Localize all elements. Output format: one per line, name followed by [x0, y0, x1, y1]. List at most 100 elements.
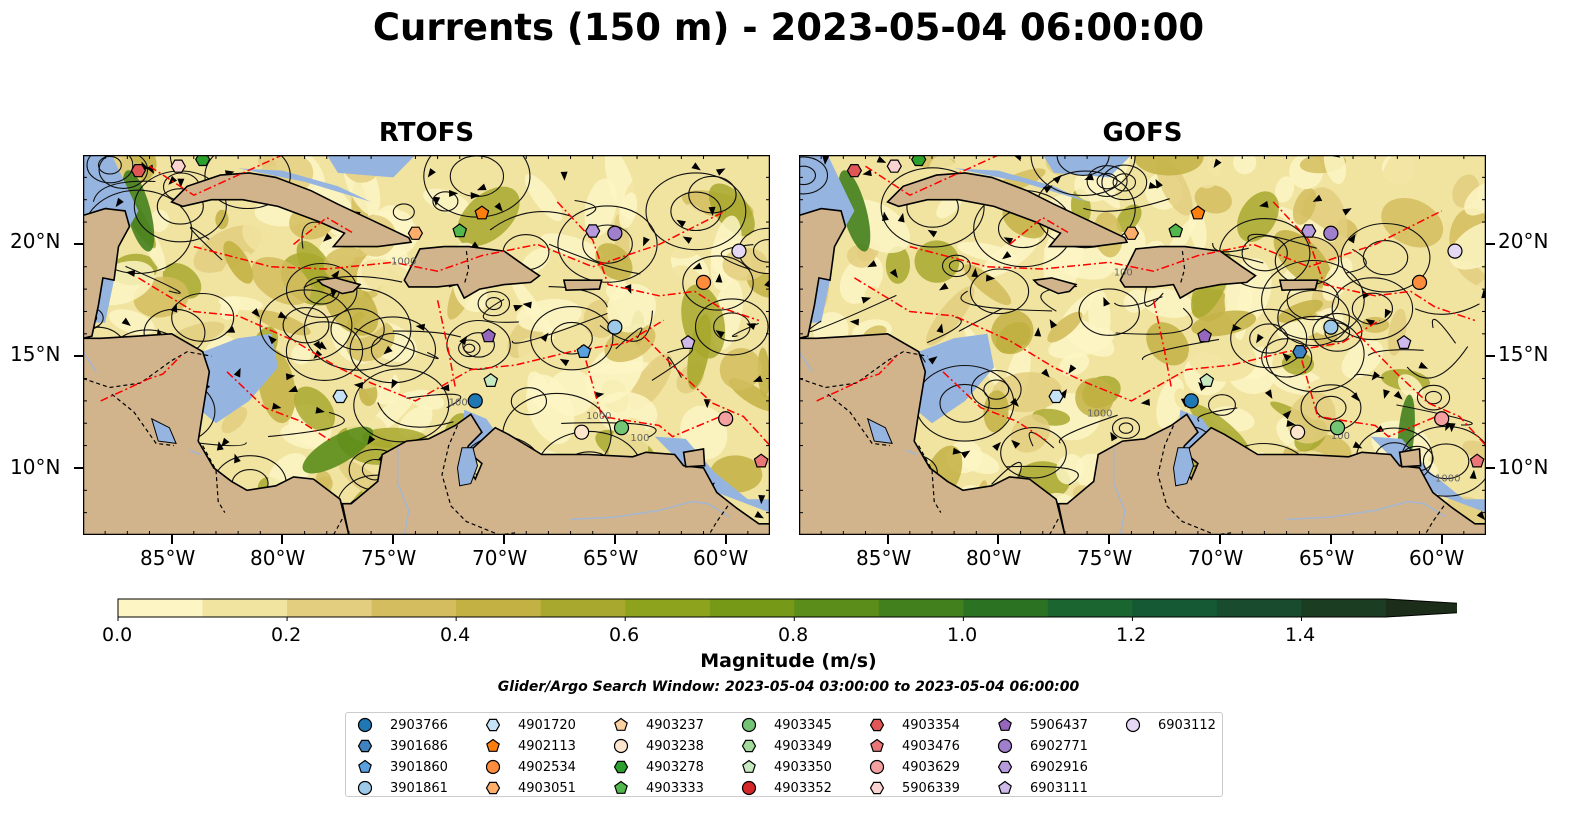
- eez-boundary-1: [193, 210, 727, 272]
- map-frame: [799, 155, 1486, 535]
- rtofs-map[interactable]: 1000 100 100 1000: [83, 155, 770, 535]
- land-central: [83, 332, 350, 535]
- lake-1: [150, 417, 177, 445]
- legend-label: 5906437: [1030, 717, 1088, 733]
- legend-marker-hexagon-icon: [485, 781, 501, 795]
- float-4903333[interactable]: [1168, 223, 1184, 238]
- lat-label-20n-right: 20°N: [1498, 229, 1549, 253]
- legend-label: 4903051: [518, 780, 576, 796]
- float-4903278[interactable]: [911, 155, 927, 167]
- float-3901860[interactable]: [576, 343, 592, 358]
- lon-tick-mark: [613, 535, 616, 544]
- float-4903350[interactable]: [1199, 373, 1215, 387]
- legend-marker-circle-icon: [485, 759, 501, 775]
- float-4903238[interactable]: [1290, 424, 1306, 440]
- float-4903354[interactable]: [846, 164, 863, 178]
- lon-label-80w-rtofs: 80°W: [250, 546, 306, 570]
- float-4903345[interactable]: [613, 420, 630, 436]
- country-border-2: [918, 445, 942, 513]
- float-5906437[interactable]: [1197, 328, 1212, 343]
- float-4903345[interactable]: [1329, 420, 1346, 436]
- float-6902916[interactable]: [585, 224, 601, 238]
- float-4903051[interactable]: [407, 226, 424, 240]
- land-mexico: [83, 155, 131, 340]
- colorbar-segment: [963, 599, 1049, 617]
- float-6903112[interactable]: [731, 243, 747, 259]
- legend-item: 4903350: [740, 758, 832, 776]
- float-3901686[interactable]: [1292, 345, 1308, 359]
- legend-item: 4903345: [740, 716, 832, 734]
- lon-label-60w-rtofs: 60°W: [693, 546, 749, 570]
- legend-label: 2903766: [390, 717, 448, 733]
- float-3901861[interactable]: [607, 319, 623, 335]
- lat-tick-mark: [74, 355, 83, 358]
- eez-boundary-0: [865, 155, 1088, 197]
- float-4903354[interactable]: [130, 164, 147, 178]
- float-3901861[interactable]: [1323, 319, 1339, 335]
- float-4903476[interactable]: [753, 453, 769, 468]
- lon-label-70w-gofs: 70°W: [1188, 546, 1244, 570]
- float-4902534[interactable]: [1411, 274, 1428, 291]
- eez-boundary-3: [226, 371, 332, 442]
- float-5906339[interactable]: [170, 159, 186, 173]
- lat-tick-mark: [74, 466, 83, 469]
- lake-1: [866, 417, 893, 445]
- lon-label-75w-rtofs: 75°W: [361, 546, 417, 570]
- legend-label: 4903350: [774, 759, 832, 775]
- float-4903238[interactable]: [574, 424, 590, 440]
- isobath-label: 1000: [586, 411, 611, 422]
- colorbar-label: Magnitude (m/s): [700, 650, 877, 672]
- float-5906437[interactable]: [481, 328, 496, 343]
- land-southam: [341, 413, 770, 535]
- legend-marker-hexagon-icon: [869, 718, 885, 732]
- land-hispaniola: [403, 245, 541, 300]
- eez-boundary-1: [909, 210, 1443, 272]
- float-4901720[interactable]: [332, 389, 348, 404]
- float-4903350[interactable]: [483, 373, 499, 387]
- legend-label: 4903238: [646, 738, 704, 754]
- lake-0: [456, 447, 479, 487]
- float-5906339[interactable]: [886, 159, 902, 173]
- colorbar: [117, 598, 1457, 621]
- colorbar-extend-arrow: [1386, 599, 1457, 617]
- shallow-shelf-1: [202, 333, 278, 424]
- colorbar-tick-2: 0.4: [440, 624, 471, 646]
- float-4903051[interactable]: [1123, 226, 1140, 240]
- float-2903766[interactable]: [1183, 393, 1199, 409]
- legend-label: 4901720: [518, 717, 576, 733]
- legend-label: 4903629: [902, 759, 960, 775]
- legend-label: 6903112: [1158, 717, 1216, 733]
- float-2903766[interactable]: [467, 393, 483, 409]
- lat-tick-mark: [1486, 243, 1495, 246]
- legend-label: 4903237: [646, 717, 704, 733]
- float-6902916[interactable]: [1301, 224, 1317, 238]
- legend-item: 4903238: [612, 737, 704, 755]
- float-4903629[interactable]: [718, 411, 734, 427]
- legend-marker-hexagon-icon: [357, 739, 373, 753]
- float-4901720[interactable]: [1048, 389, 1064, 404]
- float-4903629[interactable]: [1434, 411, 1450, 427]
- float-6902771[interactable]: [1323, 225, 1339, 241]
- legend-marker-circle-icon: [741, 780, 757, 796]
- float-4902113[interactable]: [474, 205, 490, 220]
- float-4902113[interactable]: [1190, 205, 1206, 220]
- legend-item: 4901720: [484, 716, 576, 734]
- land-cuba: [886, 172, 1129, 248]
- float-6902771[interactable]: [607, 225, 623, 241]
- legend-label: 4903333: [646, 780, 704, 796]
- float-4902534[interactable]: [695, 274, 712, 291]
- float-6903111[interactable]: [680, 335, 696, 349]
- land-puertorico: [562, 279, 603, 292]
- legend-marker-circle-icon: [1125, 717, 1141, 733]
- colorbar-segment: [118, 599, 204, 617]
- colorbar-segment: [1217, 599, 1303, 617]
- land-hispaniola: [1119, 245, 1257, 300]
- isobath-label: 100: [449, 397, 468, 408]
- gofs-map[interactable]: 100 100 1000 1000: [799, 155, 1486, 535]
- float-4903476[interactable]: [1469, 453, 1485, 468]
- float-4903278[interactable]: [195, 155, 211, 167]
- float-4903333[interactable]: [452, 223, 468, 238]
- float-6903112[interactable]: [1447, 243, 1463, 259]
- colorbar-tick-3: 0.6: [609, 624, 640, 646]
- float-6903111[interactable]: [1396, 335, 1412, 349]
